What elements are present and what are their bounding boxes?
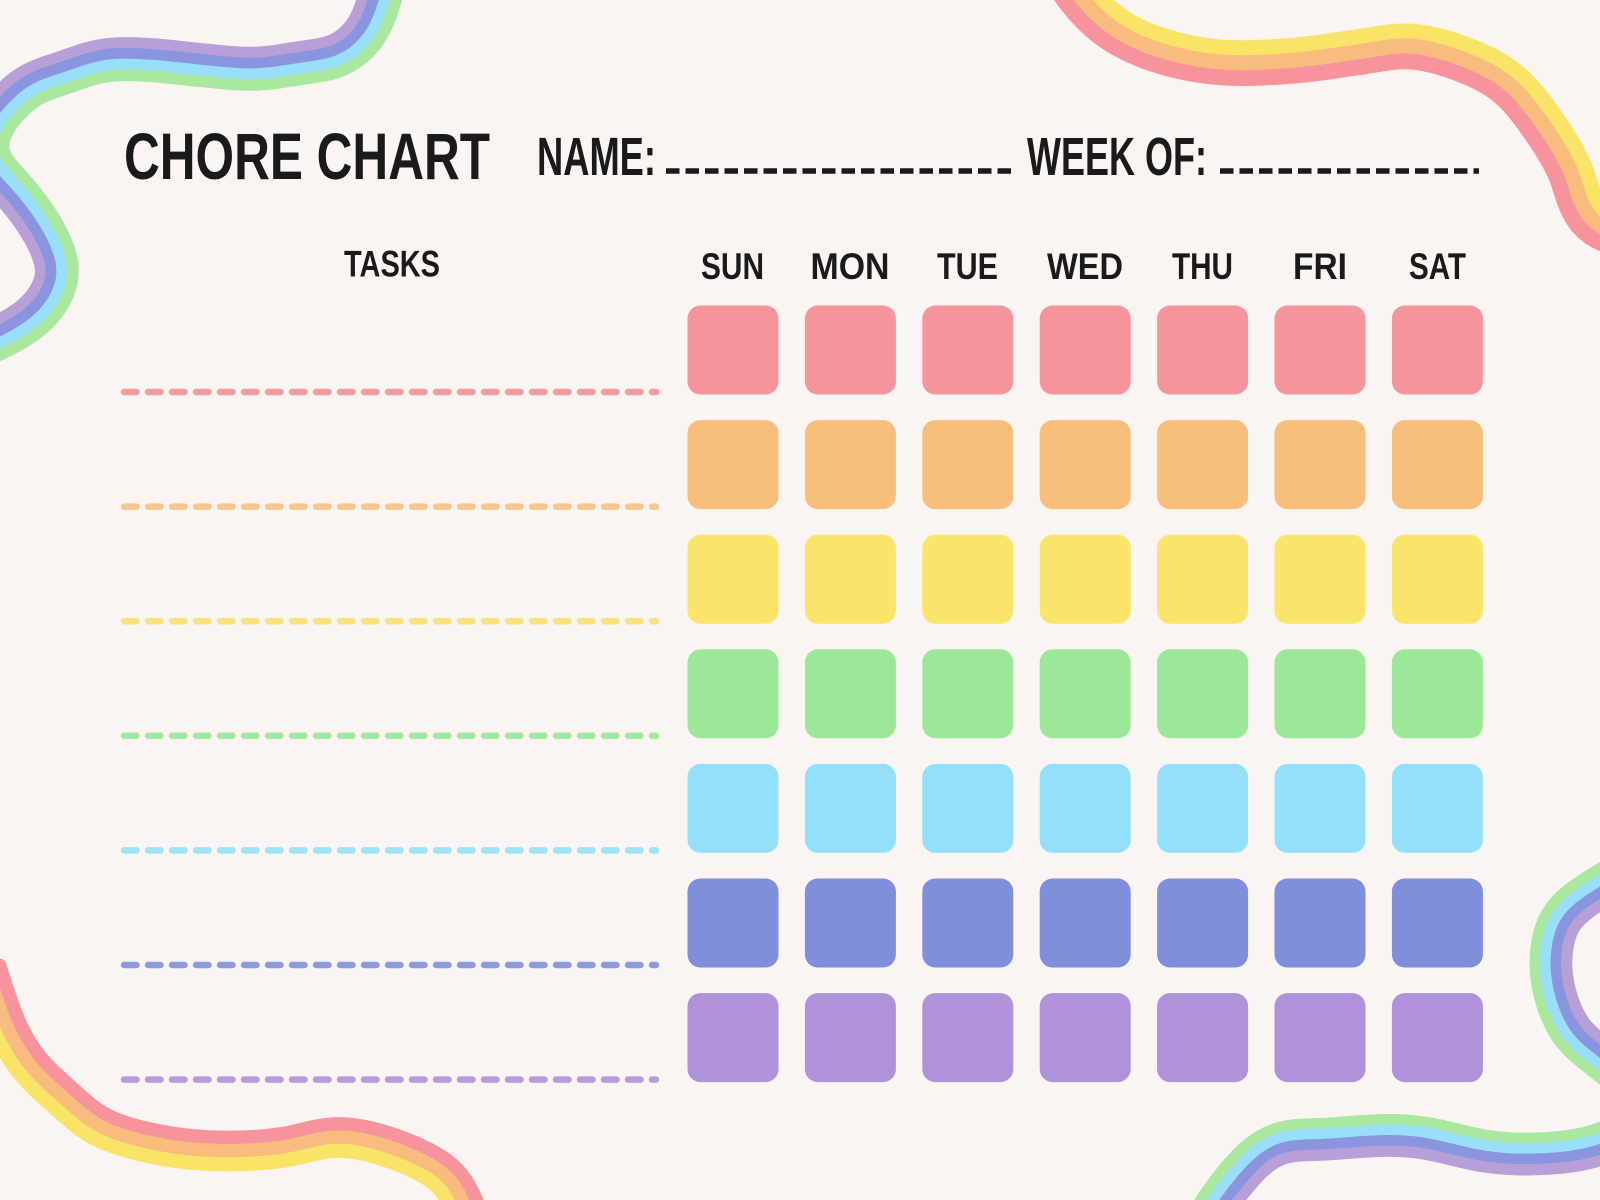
svg-text:CHORE CHART: CHORE CHART xyxy=(124,119,490,193)
svg-text:MON: MON xyxy=(811,246,890,287)
svg-text:SAT: SAT xyxy=(1409,246,1466,287)
svg-text:WEEK OF:: WEEK OF: xyxy=(1027,127,1207,187)
svg-text:THU: THU xyxy=(1172,246,1233,287)
svg-text:TASKS: TASKS xyxy=(344,244,440,285)
svg-text:FRI: FRI xyxy=(1293,246,1347,287)
svg-text:SUN: SUN xyxy=(701,246,764,287)
svg-text:WED: WED xyxy=(1047,246,1123,287)
svg-text:TUE: TUE xyxy=(937,246,998,287)
svg-text:NAME:: NAME: xyxy=(537,127,656,187)
